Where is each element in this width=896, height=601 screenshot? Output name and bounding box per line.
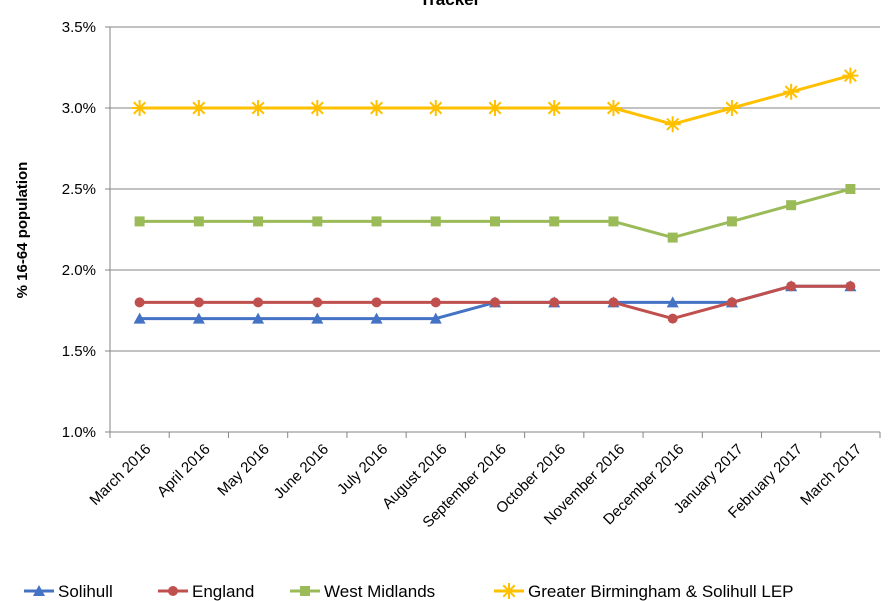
series-group [131,67,859,324]
y-tick-label: 2.0% [62,262,96,279]
y-tick-label: 3.0% [62,100,96,117]
data-point-greater-birmingham-and-solihull-lep [664,116,681,133]
legend-swatch-marker [33,585,45,596]
data-point-england [134,297,145,308]
data-point-solihull [252,312,265,324]
data-point-england [726,297,737,308]
data-point-west-midlands [371,216,382,227]
data-point-greater-birmingham-and-solihull-lep [842,67,859,84]
data-point-greater-birmingham-and-solihull-lep [605,100,622,116]
data-point-west-midlands [608,216,619,227]
legend-item-solihull: Solihull [24,582,113,601]
y-axis-label: % 16-64 population [14,162,31,299]
y-tick-label: 1.0% [62,424,96,441]
data-point-england [608,297,619,308]
data-point-greater-birmingham-and-solihull-lep [131,100,148,116]
x-tick-label: March 2016 [86,441,154,509]
data-point-greater-birmingham-and-solihull-lep [427,100,444,116]
y-tick-label: 1.5% [62,343,96,360]
data-point-solihull [192,312,205,324]
data-point-england [786,281,797,292]
data-point-england [193,297,204,308]
series-west-midlands [134,184,856,243]
data-point-solihull [429,312,442,324]
data-point-west-midlands [134,216,145,227]
data-point-greater-birmingham-and-solihull-lep [368,100,385,116]
legend-label: West Midlands [324,582,435,601]
x-tick-label: June 2016 [271,441,333,503]
x-tick-label: May 2016 [214,441,273,500]
data-point-greater-birmingham-and-solihull-lep [190,100,207,116]
chart-title: Tracker [420,0,481,9]
data-point-greater-birmingham-and-solihull-lep [723,100,740,116]
data-point-greater-birmingham-and-solihull-lep [783,83,800,100]
legend-item-west-midlands: West Midlands [290,582,435,601]
data-point-england [312,297,323,308]
legend-swatch-marker [501,583,517,599]
legend-swatch-marker [300,586,310,596]
data-point-west-midlands [845,184,856,194]
data-point-solihull [666,296,679,308]
data-point-greater-birmingham-and-solihull-lep [546,100,563,116]
data-point-greater-birmingham-and-solihull-lep [250,100,267,116]
legend-label: England [192,582,254,601]
x-tick-label: April 2016 [154,441,214,501]
data-point-greater-birmingham-and-solihull-lep [309,100,326,116]
data-point-solihull [311,312,324,324]
data-point-west-midlands [430,216,441,227]
series-greater-birmingham-and-solihull-lep [131,67,859,133]
data-point-england [549,297,560,308]
series-line-west-midlands [139,187,851,240]
data-point-england [371,297,382,308]
legend: Solihull England West Midlands Greater Birm… [24,582,794,601]
data-point-west-midlands [490,216,500,227]
data-point-england [667,313,678,324]
axes [109,27,880,433]
y-tick-label: 2.5% [62,181,96,198]
data-point-west-midlands [312,216,323,227]
data-point-england [845,281,856,292]
data-point-greater-birmingham-and-solihull-lep [487,100,503,116]
legend-label: Solihull [58,582,113,601]
data-point-england [430,297,441,308]
series-england [134,281,856,324]
series-line-greater-birmingham-and-solihull-lep [139,74,851,126]
data-point-england [490,297,500,308]
legend-item-greater-birmingham-and-solihull-lep: Greater Birmingham & Solihull LEP [494,582,794,601]
data-point-solihull [370,312,383,324]
legend-swatch-marker [168,586,178,596]
y-tick-label: 3.5% [62,19,96,36]
x-tick-label: July 2016 [334,441,391,498]
data-point-west-midlands [726,216,737,227]
legend-item-england: England [158,582,254,601]
data-point-england [253,297,264,308]
data-point-west-midlands [193,216,204,227]
data-point-solihull [133,312,146,324]
x-tick-label: March 2017 [797,441,865,509]
data-point-west-midlands [253,216,264,227]
y-axis-ticks: 1.0% 1.5% 2.0% 2.5% 3.0% 3.5% [62,19,110,441]
data-point-west-midlands [667,232,678,243]
data-point-west-midlands [786,200,797,211]
data-point-west-midlands [549,216,560,227]
legend-label: Greater Birmingham & Solihull LEP [528,582,794,601]
